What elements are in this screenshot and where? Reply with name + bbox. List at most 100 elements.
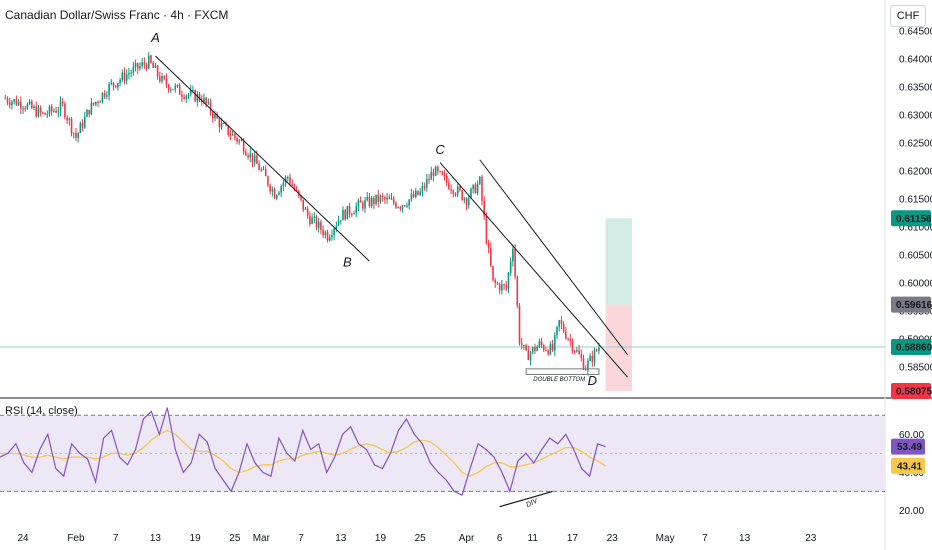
candle-body [11,101,13,106]
candle-body [33,106,35,109]
candle-body [478,176,481,184]
candle-body [507,272,510,289]
candle-body [147,55,150,69]
candle-body [264,169,267,177]
candle-body [216,113,218,119]
candle-body [240,140,243,142]
candle-body [234,134,236,138]
candle-body [26,104,29,109]
candle-body [573,350,576,352]
candle-body [518,305,521,344]
divergence-label: DIV [525,497,540,509]
wave-label-c: C [435,142,445,157]
candle-body [401,205,404,209]
candle-body [368,196,371,207]
candle-body [598,347,600,351]
y-tick-label: 0.60500 [899,251,932,262]
candle-body [397,207,399,209]
candle-body [523,345,525,347]
candle-body [17,101,20,106]
trendline [479,159,628,356]
x-tick-label: 25 [229,533,241,544]
x-tick-label: 7 [113,533,119,544]
candle-body [593,349,596,362]
candle-body [463,198,466,200]
candle-body [227,125,230,135]
candle-body [428,179,430,181]
candle-body [587,360,589,371]
candle-body [339,220,342,222]
candle-body [419,191,421,195]
x-tick-label: Apr [459,533,475,544]
candle-body [445,176,448,183]
candle-body [388,197,391,200]
candle-body [295,189,298,191]
candle-body [260,169,263,171]
candle-body [170,89,172,91]
candle-body [48,106,51,115]
candle-body [249,153,252,158]
candle-body [414,190,417,198]
x-tick-label: 13 [335,533,347,544]
candle-body [565,331,567,339]
price-tag [891,338,931,355]
candle-body [163,76,166,79]
candle-body [525,345,527,351]
candle-body [28,101,31,105]
candle-body [90,102,93,115]
candle-body [576,350,578,352]
candle-body [362,202,364,209]
y-tick-label: 0.61500 [899,194,932,205]
candle-body [178,85,181,95]
candle-body [501,284,503,291]
candle-body [112,82,115,86]
candle-body [421,186,424,192]
candle-body [176,85,179,87]
candle-body [192,90,194,92]
candle-body [439,171,441,173]
price-tag [891,382,931,399]
candle-body [498,284,501,291]
candle-body [218,118,221,128]
y-tick-label: 0.62000 [899,166,932,177]
wave-label-d: D [588,373,597,388]
divergence-line [499,490,553,508]
candle-body [456,186,459,195]
price-tag-text: 0.59616 [896,300,932,311]
candle-body [381,195,384,198]
candle-body [591,355,594,362]
candle-body [245,152,247,156]
rsi-value-tag [891,457,925,474]
rsi-y-tick-label: 20.00 [899,506,924,517]
candle-body [143,62,146,65]
rsi-chart[interactable]: DIV [0,407,885,509]
candle-body [110,82,113,84]
candle-body [132,66,135,73]
candle-body [302,199,305,210]
candle-body [238,140,241,142]
candle-body [536,346,538,352]
candle-body [364,200,366,209]
candle-body [481,176,483,201]
currency-button[interactable]: CHF [890,5,926,27]
candle-body [8,102,11,106]
candle-body [377,194,380,202]
candle-body [373,197,375,204]
candle-body [106,95,108,97]
candle-body [251,153,254,163]
candle-body [408,199,410,206]
candle-body [412,194,415,198]
y-tick-label: 0.62500 [899,138,932,149]
candle-body [189,90,192,95]
double-bottom-box [525,368,600,375]
price-tag-text: 0.58860 [896,342,932,353]
candle-body [128,73,130,75]
candle-body [262,169,265,171]
candle-body [306,208,309,216]
candle-body [406,205,408,207]
candle-body [167,84,170,91]
candle-body [538,341,541,347]
candle-body [209,101,212,113]
